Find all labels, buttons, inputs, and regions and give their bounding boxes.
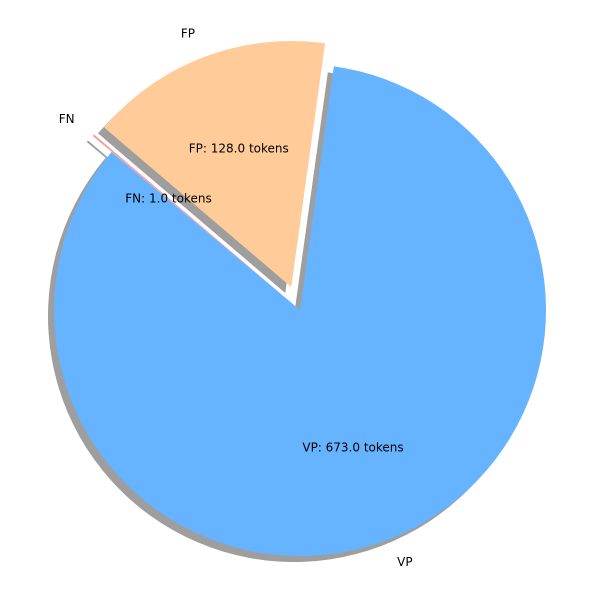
- slice-vp: [54, 66, 546, 556]
- slice-value-label-fp: FP: 128.0 tokens: [189, 142, 289, 156]
- slices: [54, 41, 546, 556]
- slice-label-fn: FN: [59, 112, 75, 126]
- slice-value-label-vp: VP: 673.0 tokens: [302, 440, 403, 454]
- slice-fp: [104, 41, 326, 288]
- slice-value-label-fn: FN: 1.0 tokens: [125, 191, 211, 205]
- slice-fn: [92, 134, 282, 295]
- slice-label-fp: FP: [181, 27, 195, 41]
- slice-labels: VP VP: 673.0 tokens FP FP: 128.0 tokens FN FN…: [59, 27, 413, 569]
- slice-label-vp: VP: [397, 555, 412, 569]
